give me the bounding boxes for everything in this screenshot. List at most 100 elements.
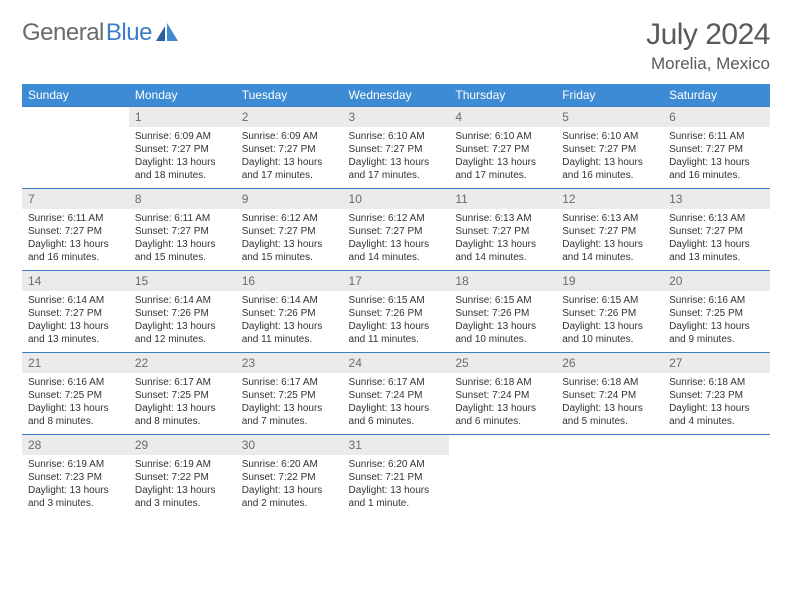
- daylight-line1: Daylight: 13 hours: [135, 484, 230, 497]
- daylight-line2: and 13 minutes.: [669, 251, 764, 264]
- sunrise-text: Sunrise: 6:16 AM: [669, 294, 764, 307]
- day-number: 12: [556, 189, 663, 209]
- sunset-text: Sunset: 7:26 PM: [562, 307, 657, 320]
- sunrise-text: Sunrise: 6:12 AM: [349, 212, 444, 225]
- daylight-line1: Daylight: 13 hours: [455, 320, 550, 333]
- day-details: [449, 455, 556, 507]
- day-number: [22, 107, 129, 127]
- sunset-text: Sunset: 7:24 PM: [349, 389, 444, 402]
- daylight-line2: and 14 minutes.: [455, 251, 550, 264]
- dow-wednesday: Wednesday: [343, 84, 450, 107]
- sunset-text: Sunset: 7:27 PM: [135, 143, 230, 156]
- brand-part1: General: [22, 19, 104, 47]
- day-details: Sunrise: 6:15 AMSunset: 7:26 PMDaylight:…: [343, 291, 450, 352]
- sunrise-text: Sunrise: 6:10 AM: [455, 130, 550, 143]
- sunset-text: Sunset: 7:27 PM: [669, 143, 764, 156]
- sunset-text: Sunset: 7:27 PM: [349, 225, 444, 238]
- daylight-line2: and 6 minutes.: [349, 415, 444, 428]
- sunset-text: Sunset: 7:25 PM: [135, 389, 230, 402]
- location-label: Morelia, Mexico: [646, 54, 770, 74]
- day-details: Sunrise: 6:11 AMSunset: 7:27 PMDaylight:…: [129, 209, 236, 270]
- calendar-week-row: 14Sunrise: 6:14 AMSunset: 7:27 PMDayligh…: [22, 271, 770, 353]
- daylight-line2: and 18 minutes.: [135, 169, 230, 182]
- day-number: 19: [556, 271, 663, 291]
- daylight-line1: Daylight: 13 hours: [349, 238, 444, 251]
- sunrise-text: Sunrise: 6:14 AM: [135, 294, 230, 307]
- day-details: Sunrise: 6:15 AMSunset: 7:26 PMDaylight:…: [449, 291, 556, 352]
- calendar-day-cell: 23Sunrise: 6:17 AMSunset: 7:25 PMDayligh…: [236, 353, 343, 435]
- sunrise-text: Sunrise: 6:13 AM: [455, 212, 550, 225]
- daylight-line1: Daylight: 13 hours: [135, 156, 230, 169]
- daylight-line1: Daylight: 13 hours: [562, 238, 657, 251]
- daylight-line2: and 9 minutes.: [669, 333, 764, 346]
- calendar-day-cell: 14Sunrise: 6:14 AMSunset: 7:27 PMDayligh…: [22, 271, 129, 353]
- calendar-day-cell: 5Sunrise: 6:10 AMSunset: 7:27 PMDaylight…: [556, 107, 663, 189]
- calendar-day-cell: 30Sunrise: 6:20 AMSunset: 7:22 PMDayligh…: [236, 435, 343, 517]
- sunrise-text: Sunrise: 6:13 AM: [562, 212, 657, 225]
- day-number: 21: [22, 353, 129, 373]
- sunrise-text: Sunrise: 6:19 AM: [135, 458, 230, 471]
- calendar-week-row: 7Sunrise: 6:11 AMSunset: 7:27 PMDaylight…: [22, 189, 770, 271]
- logo-sail-icon: [156, 20, 178, 48]
- day-details: Sunrise: 6:12 AMSunset: 7:27 PMDaylight:…: [343, 209, 450, 270]
- daylight-line2: and 8 minutes.: [135, 415, 230, 428]
- calendar-day-cell: 28Sunrise: 6:19 AMSunset: 7:23 PMDayligh…: [22, 435, 129, 517]
- day-number: 29: [129, 435, 236, 455]
- calendar-day-cell: 9Sunrise: 6:12 AMSunset: 7:27 PMDaylight…: [236, 189, 343, 271]
- calendar-day-cell: 12Sunrise: 6:13 AMSunset: 7:27 PMDayligh…: [556, 189, 663, 271]
- sunrise-text: Sunrise: 6:14 AM: [242, 294, 337, 307]
- sunrise-text: Sunrise: 6:18 AM: [562, 376, 657, 389]
- daylight-line1: Daylight: 13 hours: [455, 402, 550, 415]
- day-details: Sunrise: 6:18 AMSunset: 7:24 PMDaylight:…: [449, 373, 556, 434]
- sunrise-text: Sunrise: 6:18 AM: [455, 376, 550, 389]
- day-number: 13: [663, 189, 770, 209]
- day-details: Sunrise: 6:14 AMSunset: 7:26 PMDaylight:…: [129, 291, 236, 352]
- daylight-line2: and 13 minutes.: [28, 333, 123, 346]
- sunrise-text: Sunrise: 6:09 AM: [135, 130, 230, 143]
- day-of-week-row: Sunday Monday Tuesday Wednesday Thursday…: [22, 84, 770, 107]
- daylight-line1: Daylight: 13 hours: [349, 320, 444, 333]
- sunrise-text: Sunrise: 6:11 AM: [135, 212, 230, 225]
- calendar-day-cell: [22, 107, 129, 189]
- daylight-line2: and 11 minutes.: [242, 333, 337, 346]
- daylight-line2: and 8 minutes.: [28, 415, 123, 428]
- daylight-line2: and 15 minutes.: [135, 251, 230, 264]
- calendar-day-cell: 29Sunrise: 6:19 AMSunset: 7:22 PMDayligh…: [129, 435, 236, 517]
- daylight-line2: and 3 minutes.: [28, 497, 123, 510]
- month-title: July 2024: [646, 18, 770, 52]
- daylight-line1: Daylight: 13 hours: [349, 402, 444, 415]
- sunrise-text: Sunrise: 6:09 AM: [242, 130, 337, 143]
- sunset-text: Sunset: 7:23 PM: [669, 389, 764, 402]
- daylight-line1: Daylight: 13 hours: [455, 238, 550, 251]
- dow-friday: Friday: [556, 84, 663, 107]
- sunrise-text: Sunrise: 6:17 AM: [242, 376, 337, 389]
- daylight-line1: Daylight: 13 hours: [562, 402, 657, 415]
- day-number: [449, 435, 556, 455]
- day-number: 23: [236, 353, 343, 373]
- daylight-line1: Daylight: 13 hours: [669, 320, 764, 333]
- day-number: 8: [129, 189, 236, 209]
- sunrise-text: Sunrise: 6:10 AM: [562, 130, 657, 143]
- calendar-week-row: 1Sunrise: 6:09 AMSunset: 7:27 PMDaylight…: [22, 107, 770, 189]
- day-number: 10: [343, 189, 450, 209]
- daylight-line2: and 16 minutes.: [562, 169, 657, 182]
- day-number: 11: [449, 189, 556, 209]
- daylight-line1: Daylight: 13 hours: [455, 156, 550, 169]
- day-number: 14: [22, 271, 129, 291]
- day-details: Sunrise: 6:17 AMSunset: 7:25 PMDaylight:…: [129, 373, 236, 434]
- day-details: [556, 455, 663, 507]
- day-details: Sunrise: 6:09 AMSunset: 7:27 PMDaylight:…: [236, 127, 343, 188]
- sunset-text: Sunset: 7:27 PM: [669, 225, 764, 238]
- sunset-text: Sunset: 7:25 PM: [28, 389, 123, 402]
- sunrise-text: Sunrise: 6:12 AM: [242, 212, 337, 225]
- calendar-day-cell: 21Sunrise: 6:16 AMSunset: 7:25 PMDayligh…: [22, 353, 129, 435]
- daylight-line2: and 14 minutes.: [562, 251, 657, 264]
- day-details: Sunrise: 6:13 AMSunset: 7:27 PMDaylight:…: [556, 209, 663, 270]
- day-number: 18: [449, 271, 556, 291]
- sunrise-text: Sunrise: 6:14 AM: [28, 294, 123, 307]
- sunset-text: Sunset: 7:27 PM: [28, 225, 123, 238]
- daylight-line1: Daylight: 13 hours: [669, 402, 764, 415]
- calendar-day-cell: 7Sunrise: 6:11 AMSunset: 7:27 PMDaylight…: [22, 189, 129, 271]
- day-number: 27: [663, 353, 770, 373]
- calendar-week-row: 21Sunrise: 6:16 AMSunset: 7:25 PMDayligh…: [22, 353, 770, 435]
